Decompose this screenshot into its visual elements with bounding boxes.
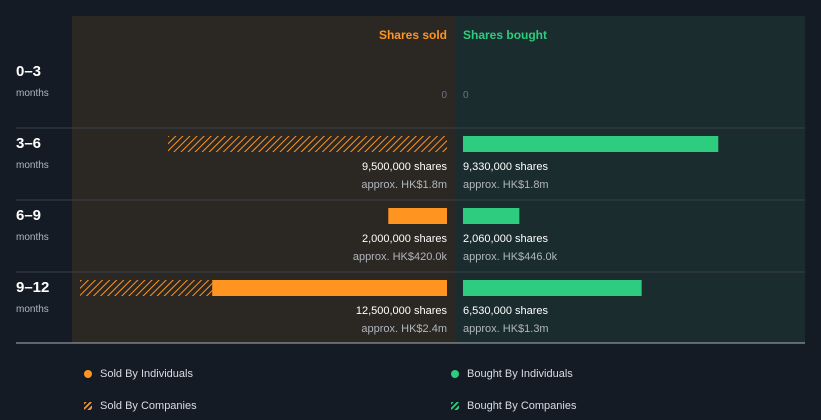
bought-total-label: 9,330,000 shares <box>463 161 549 173</box>
legend-hatch-green <box>451 402 459 410</box>
bought-individuals-bar <box>463 208 520 224</box>
bought-total-label: 6,530,000 shares <box>463 305 549 317</box>
legend-marker-orange <box>84 370 92 378</box>
sold-approx-label: approx. HK$2.4m <box>361 323 447 335</box>
sold-approx-label: approx. HK$1.8m <box>361 179 447 191</box>
sold-companies-bar <box>168 136 447 152</box>
sold-approx-label: approx. HK$420.0k <box>353 251 448 263</box>
bought-individuals-bar <box>463 136 719 152</box>
bought-total-label: 0 <box>463 90 469 101</box>
legend-label: Sold By Individuals <box>100 368 193 380</box>
bought-individuals-bar <box>463 280 642 296</box>
sold-total-label: 0 <box>441 90 447 101</box>
sold-individuals-bar <box>212 280 447 296</box>
bought-approx-label: approx. HK$1.3m <box>463 323 549 335</box>
legend-label: Sold By Companies <box>100 400 197 412</box>
period-label: 0–3 <box>16 63 41 80</box>
bought-column-header: Shares bought <box>463 28 547 42</box>
sold-total-label: 12,500,000 shares <box>356 305 448 317</box>
legend-bought-companies: Bought By Companies <box>451 400 576 412</box>
legend-label: Bought By Companies <box>467 400 577 412</box>
period-unit-label: months <box>16 304 49 315</box>
legend-sold-companies: Sold By Companies <box>84 400 197 412</box>
sold-total-label: 2,000,000 shares <box>362 233 448 245</box>
bought-total-label: 2,060,000 shares <box>463 233 549 245</box>
legend-bought-individuals: Bought By Individuals <box>451 368 573 380</box>
legend-label: Bought By Individuals <box>467 368 573 380</box>
period-label: 3–6 <box>16 135 41 152</box>
sold-column-header: Shares sold <box>379 28 447 42</box>
bought-approx-label: approx. HK$446.0k <box>463 251 558 263</box>
legend-marker-green <box>451 370 459 378</box>
period-label: 9–12 <box>16 279 49 296</box>
period-unit-label: months <box>16 88 49 99</box>
period-unit-label: months <box>16 160 49 171</box>
sold-total-label: 9,500,000 shares <box>362 161 448 173</box>
period-label: 6–9 <box>16 207 41 224</box>
period-unit-label: months <box>16 232 49 243</box>
bought-approx-label: approx. HK$1.8m <box>463 179 549 191</box>
sold-individuals-bar <box>388 208 447 224</box>
legend-sold-individuals: Sold By Individuals <box>84 368 193 380</box>
legend-hatch-orange <box>84 402 92 410</box>
sold-companies-bar <box>80 280 213 296</box>
chart-rows: 0–3 months 0 0 3–6 months 9,500,000 shares appr… <box>16 63 805 335</box>
